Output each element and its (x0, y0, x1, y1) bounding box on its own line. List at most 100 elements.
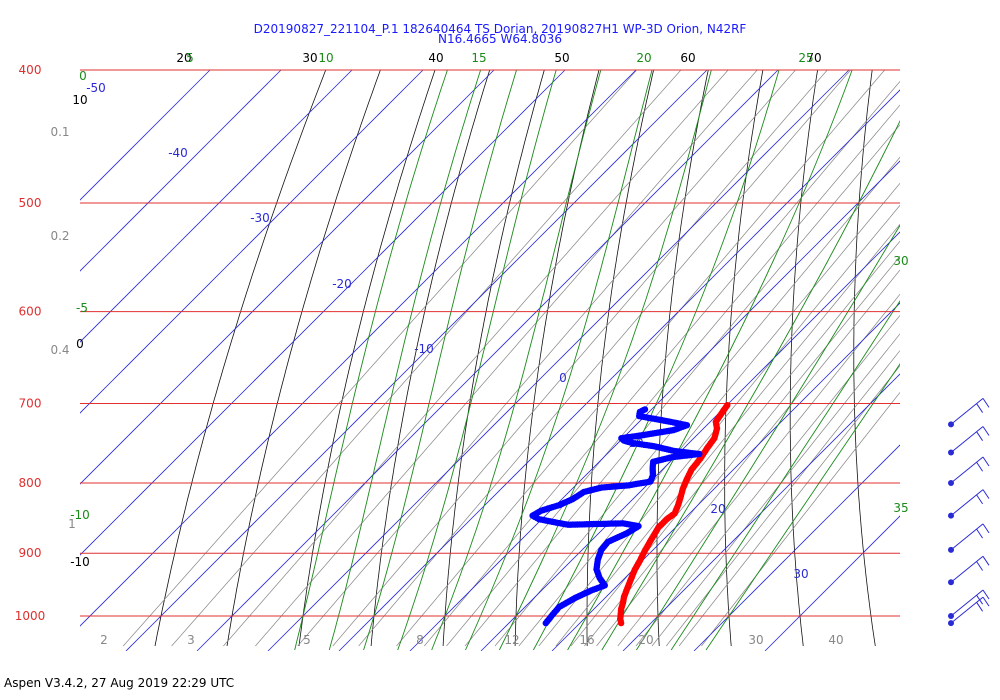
wind-barb-staff (950, 456, 984, 484)
pressure-tick-label: 800 (19, 476, 42, 490)
mixing-ratio-line (424, 80, 900, 647)
chart-title: D20190827_221104_P.1 182640464 TS Dorian… (253, 22, 747, 36)
wind-barb (948, 456, 990, 487)
dry-adiabat-line (724, 69, 764, 647)
mixing-ratio-line (464, 124, 900, 647)
pressure-tick-label: 400 (19, 63, 42, 77)
wind-barb-staff (950, 397, 984, 425)
isotherm-line (196, 69, 779, 651)
moist-left-label: -5 (76, 301, 88, 315)
footer-text: Aspen V3.4.2, 27 Aug 2019 22:29 UTC (4, 676, 235, 690)
moist-adiabat-label: 5 (186, 51, 194, 65)
pressure-tick-label: 600 (19, 305, 42, 319)
isotherm-line (338, 89, 900, 651)
pressure-tick-label: 700 (19, 396, 42, 410)
mixing-ratio-bottom-label: 5 (303, 633, 311, 647)
mixing-ratio-line (617, 293, 900, 647)
dry-adiabat-label: 40 (428, 51, 443, 65)
isotherm-label: -30 (250, 211, 270, 225)
mixing-ratio-line (122, 69, 637, 647)
mixing-ratio-line (596, 269, 900, 647)
isotherm-label: 20 (710, 502, 725, 516)
dry-adiabat-line (370, 69, 491, 647)
dry-adiabat-line (853, 69, 876, 647)
dry-left-label: 0 (76, 337, 84, 351)
wind-barb-staff (950, 523, 984, 551)
mixing-ratio-bottom-label: 2 (100, 633, 108, 647)
wind-barb (948, 523, 990, 553)
isotherm-line (409, 160, 900, 651)
wind-barb (948, 489, 990, 519)
dry-adiabat-label: 20 (176, 51, 191, 65)
wind-barb-feather (976, 461, 984, 472)
dry-adiabat-line (586, 69, 654, 647)
dry-adiabat-line (226, 69, 381, 647)
wind-barb-staff (950, 596, 984, 624)
moist-adiabat-line (328, 69, 482, 651)
moist-adiabat-line (431, 69, 602, 651)
isotherm-line (80, 69, 353, 343)
isotherm-line (80, 69, 211, 201)
mixing-ratio-line (635, 314, 900, 647)
wind-barb-feather (982, 489, 990, 499)
wind-barb (948, 596, 990, 627)
isotherm-label: -20 (332, 277, 352, 291)
mixing-ratio-bottom-label: 3 (187, 633, 195, 647)
mixing-ratio-line (358, 69, 851, 647)
isotherm-line (693, 444, 900, 651)
moist-adiabat-line (294, 69, 448, 651)
wind-barb-feather (976, 494, 984, 505)
mixing-ratio-bottom-label: 20 (638, 633, 653, 647)
isotherm-line (125, 69, 708, 651)
dry-adiabat-line (298, 69, 436, 647)
mixing-ratio-line (678, 365, 900, 647)
isotherm-line (80, 69, 424, 414)
chart-subtitle: N16.4665 W64.8036 (438, 32, 562, 46)
dry-adiabat-line (442, 69, 545, 647)
wind-barb (948, 426, 990, 456)
moist-adiabat-line (636, 224, 900, 651)
wind-barb-feather (982, 398, 990, 408)
mixing-ratio-line (396, 69, 885, 647)
isotherm-line (80, 69, 282, 272)
mixing-ratio-line (297, 69, 796, 647)
mixing-ratio-line (666, 350, 900, 647)
mixing-ratio-line (518, 182, 900, 647)
wind-barb (948, 555, 990, 586)
mixing-ratio-line (255, 69, 758, 647)
mixing-ratio-line (171, 69, 682, 647)
mixing-ratio-line (651, 333, 900, 647)
wind-barb-staff (950, 589, 984, 617)
pressure-tick-label: 1000 (15, 609, 46, 623)
moist-adiabat-label: 25 (798, 51, 813, 65)
isotherm-label: -40 (168, 146, 188, 160)
mixing-ratio-bottom-label: 8 (416, 633, 424, 647)
mixing-ratio-bottom-label: 30 (748, 633, 763, 647)
wind-barb (948, 397, 990, 428)
wind-barb-staff (950, 426, 984, 453)
pressure-tick-label: 500 (19, 196, 42, 210)
moist-left-label: 0 (79, 69, 87, 83)
wind-barb-feather (982, 596, 990, 607)
wind-barb-feather (976, 431, 984, 441)
dry-adiabat-label: 50 (554, 51, 569, 65)
dry-adiabat-line (514, 69, 600, 647)
isotherm-label: 0 (559, 371, 567, 385)
dry-adiabat-line (154, 69, 327, 647)
isotherm-line (80, 69, 495, 485)
isotherm-label: -10 (414, 342, 434, 356)
wind-barb-staff (950, 489, 984, 517)
moist-adiabat-label: 15 (471, 51, 486, 65)
dry-adiabat-label: 30 (302, 51, 317, 65)
moist-adiabat-right-label: 30 (893, 254, 908, 268)
mixing-ratio-line (223, 69, 729, 647)
mixing-ratio-line (494, 156, 900, 647)
wind-barb-feather (982, 556, 990, 566)
mixing-ratio-bottom-label: 16 (579, 633, 594, 647)
isotherm-line (480, 231, 900, 651)
isotherm-line (551, 302, 900, 651)
moist-adiabat-right-label: 35 (893, 501, 908, 515)
ratio-left-label: 0.4 (50, 343, 69, 357)
ratio-left-label: 1 (68, 517, 76, 531)
